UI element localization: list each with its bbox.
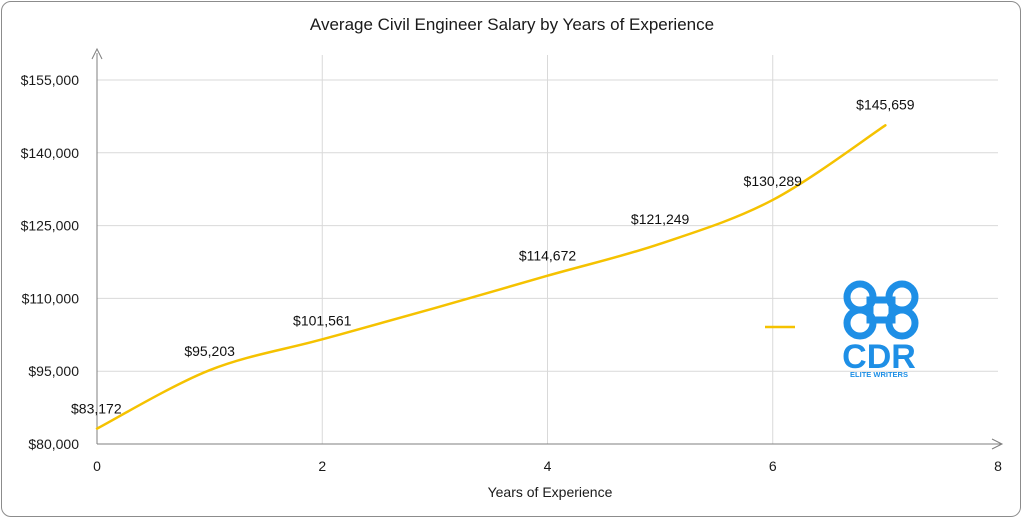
x-axis-title: Years of Experience <box>488 484 613 500</box>
series-group <box>95 124 887 430</box>
y-tick-label: $155,000 <box>21 72 80 88</box>
x-tick-label: 0 <box>93 458 101 474</box>
x-tick-label: 4 <box>544 458 552 474</box>
x-tick-label: 2 <box>318 458 326 474</box>
axes <box>91 47 1004 450</box>
y-axis-arrow-icon <box>91 47 103 60</box>
y-tick-label: $140,000 <box>21 145 80 161</box>
data-label: $83,172 <box>71 401 122 417</box>
x-axis-arrow-icon <box>991 438 1004 450</box>
data-label: $114,672 <box>519 248 577 264</box>
series-line <box>95 124 887 430</box>
logo-brand: CDR <box>842 338 916 376</box>
data-label: $145,659 <box>856 96 915 112</box>
x-tick-label: 6 <box>769 458 777 474</box>
data-label: $121,249 <box>631 211 690 227</box>
y-tick-label: $95,000 <box>28 363 79 379</box>
data-label: $101,561 <box>293 312 352 328</box>
cdr-elite-writers-logo: CDR ELITE WRITERS <box>842 280 919 379</box>
data-label: $95,203 <box>184 343 235 359</box>
data-label: $130,289 <box>744 173 803 189</box>
chart-title: Average Civil Engineer Salary by Years o… <box>310 15 714 34</box>
y-tick-label: $80,000 <box>28 436 79 452</box>
y-tick-label: $125,000 <box>21 218 80 234</box>
logo-knot-icon <box>843 280 919 340</box>
x-tick-label: 8 <box>994 458 1002 474</box>
logo-tagline: ELITE WRITERS <box>850 370 908 379</box>
x-tick-labels: 0 2 4 6 8 <box>93 458 1002 474</box>
y-tick-labels: $80,000 $95,000 $110,000 $125,000 $140,000 $1… <box>21 72 80 452</box>
data-labels: $83,172 $95,203 $101,561 $114,672 $121,249 $1… <box>71 96 915 416</box>
y-tick-label: $110,000 <box>22 290 80 306</box>
